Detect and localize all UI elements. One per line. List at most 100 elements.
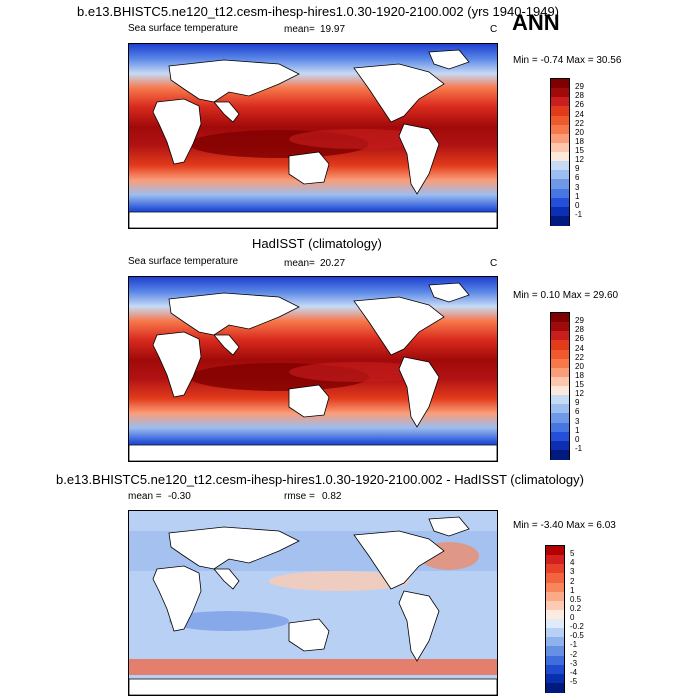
colorbar-swatch (551, 322, 569, 332)
colorbar-tick-label: 9 (575, 398, 580, 408)
colorbar-swatch (546, 646, 564, 656)
colorbar-swatch (551, 152, 569, 162)
colorbar-tick-label: 0 (570, 613, 575, 622)
panel1-colorbar: 29 28 26 24 22 20 18 15 12 9 6 3 1 0 -1 (550, 78, 584, 226)
colorbar-tick-label: -1 (575, 209, 583, 219)
colorbar-swatch (546, 582, 564, 593)
panel3-rmse-value: 0.82 (322, 491, 342, 502)
colorbar-swatch (551, 449, 569, 460)
panel3-minmax: Min = -3.40 Max = 6.03 (513, 520, 616, 531)
colorbar-tick-label: 22 (575, 118, 584, 128)
colorbar-tick-label: 1 (575, 425, 580, 435)
colorbar-tick-label: 26 (575, 334, 584, 344)
colorbar-swatch (546, 682, 564, 693)
colorbar-swatch (551, 386, 569, 396)
panel3-title: b.e13.BHISTC5.ne120_t12.cesm-ihesp-hires… (56, 472, 584, 487)
colorbar-tick-label: -5 (570, 676, 578, 686)
colorbar-swatch (551, 331, 569, 341)
panel2-mean-value: 20.27 (320, 258, 346, 269)
case-title: b.e13.BHISTC5.ne120_t12.cesm-ihesp-hires… (77, 4, 560, 19)
colorbar-swatch (551, 88, 569, 98)
colorbar-swatch (546, 591, 564, 602)
panel1-sst-map (128, 43, 498, 229)
panel2-sst-map (128, 276, 498, 462)
panel1-units: C (490, 24, 498, 35)
colorbar-swatch (551, 206, 569, 217)
colorbar-tick-label: 28 (575, 325, 584, 335)
colorbar-swatch (551, 133, 569, 144)
panel2-minmax: Min = 0.10 Max = 29.60 (513, 290, 619, 301)
colorbar-swatch (551, 349, 569, 360)
colorbar-tick-label: 15 (575, 146, 584, 155)
panel2-title: HadISST (climatology) (252, 236, 382, 251)
colorbar-tick-label: 3 (575, 416, 580, 426)
panel3-colorbar: 5 4 3 2 1 0.5 0.2 0 -0.2 -0.5 -1 -2 -3 -4 -5 (545, 545, 584, 693)
season-label: ANN (512, 10, 560, 35)
colorbar-tick-label: 18 (575, 370, 584, 380)
panel3-diff-map (128, 510, 498, 696)
colorbar-swatch (551, 367, 569, 378)
colorbar-tick-label: -1 (575, 443, 583, 453)
colorbar-tick-label: 26 (575, 100, 584, 110)
colorbar-tick-label: 6 (575, 407, 580, 417)
panel3-mean-label: mean = (128, 491, 162, 502)
colorbar-swatch (546, 546, 564, 556)
colorbar-swatch (551, 376, 569, 387)
colorbar-tick-label: 28 (575, 91, 584, 101)
colorbar-swatch (546, 628, 564, 638)
colorbar-tick-label: 0.5 (570, 594, 582, 604)
panel1-minmax: Min = -0.74 Max = 30.56 (513, 55, 622, 66)
colorbar-swatch (551, 170, 569, 180)
colorbar-swatch (551, 313, 569, 323)
colorbar-tick-label: -0.5 (570, 631, 584, 641)
colorbar-swatch (551, 161, 569, 171)
colorbar-swatch (551, 79, 569, 89)
panel1-variable: Sea surface temperature (128, 23, 239, 34)
colorbar-tick-label: 0 (575, 434, 580, 444)
colorbar-swatch (551, 395, 569, 405)
colorbar-tick-label: 9 (575, 164, 580, 174)
colorbar-tick-label: 4 (570, 558, 575, 568)
colorbar-swatch (551, 115, 569, 126)
colorbar-tick-label: 20 (575, 127, 584, 137)
colorbar-tick-label: 20 (575, 361, 584, 371)
colorbar-tick-label: 0.2 (570, 603, 582, 613)
colorbar-tick-label: 6 (575, 173, 580, 183)
panel1-mean-label: mean= (284, 24, 315, 35)
colorbar-swatch (551, 215, 569, 226)
colorbar-swatch (546, 609, 564, 620)
colorbar-tick-label: 3 (575, 182, 580, 192)
colorbar-swatch (551, 431, 569, 442)
colorbar-tick-label: -1 (570, 640, 578, 650)
panel3-rmse-label: rmse = (284, 491, 315, 502)
colorbar-swatch (551, 197, 569, 208)
colorbar-swatch (551, 413, 569, 423)
colorbar-tick-label: 2 (570, 576, 575, 586)
colorbar-swatch (546, 600, 564, 611)
colorbar-tick-label: 18 (575, 136, 584, 146)
colorbar-swatch (551, 179, 569, 189)
colorbar-swatch (546, 573, 564, 583)
colorbar-swatch (546, 664, 564, 675)
colorbar-swatch (551, 142, 569, 153)
panel2-colorbar: 29 28 26 24 22 20 18 15 12 9 6 3 1 0 -1 (550, 312, 584, 460)
colorbar-tick-label: 5 (570, 549, 575, 559)
colorbar-swatch (546, 564, 564, 574)
colorbar-tick-label: 24 (575, 343, 584, 353)
colorbar-swatch (551, 124, 569, 135)
colorbar-swatch (551, 97, 569, 107)
colorbar-swatch (546, 655, 564, 666)
colorbar-swatch (546, 637, 564, 647)
colorbar-tick-label: 24 (575, 109, 584, 119)
colorbar-tick-label: 15 (575, 380, 584, 389)
colorbar-tick-label: 12 (575, 155, 584, 165)
colorbar-tick-label: -2 (570, 649, 578, 659)
colorbar-swatch (546, 673, 564, 684)
colorbar-tick-label: 1 (570, 585, 575, 595)
colorbar-swatch (546, 619, 564, 629)
colorbar-tick-label: 0 (575, 200, 580, 210)
colorbar-swatch (551, 106, 569, 116)
colorbar-tick-label: -4 (570, 667, 578, 677)
colorbar-tick-label: -3 (570, 658, 578, 668)
panel2-variable: Sea surface temperature (128, 256, 239, 267)
